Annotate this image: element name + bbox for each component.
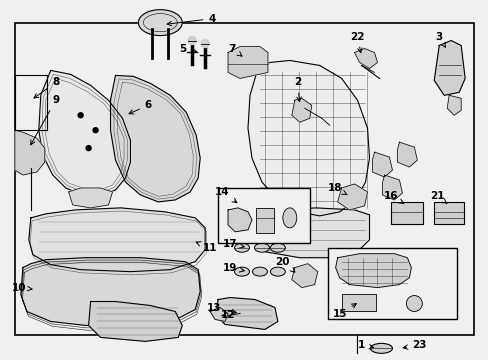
Text: 21: 21 xyxy=(429,191,446,204)
Text: 1: 1 xyxy=(357,340,373,350)
Text: 2: 2 xyxy=(294,77,301,102)
Polygon shape xyxy=(215,298,277,329)
Polygon shape xyxy=(15,130,45,175)
Text: 22: 22 xyxy=(349,32,364,53)
Ellipse shape xyxy=(270,267,285,276)
Polygon shape xyxy=(247,60,369,216)
Polygon shape xyxy=(39,71,130,196)
Text: 10: 10 xyxy=(12,283,32,293)
Text: 14: 14 xyxy=(214,187,236,203)
Bar xyxy=(327,248,456,319)
Polygon shape xyxy=(382,175,402,200)
Polygon shape xyxy=(337,184,367,210)
Polygon shape xyxy=(447,95,460,115)
Bar xyxy=(433,202,463,224)
Text: 16: 16 xyxy=(384,191,403,204)
Polygon shape xyxy=(210,307,227,321)
Text: 7: 7 xyxy=(228,44,242,56)
Circle shape xyxy=(86,146,91,150)
Text: 3: 3 xyxy=(435,32,445,47)
Text: 5: 5 xyxy=(179,44,196,54)
Text: 4: 4 xyxy=(167,14,215,26)
Text: 9: 9 xyxy=(31,95,59,145)
Text: 15: 15 xyxy=(332,303,356,319)
Polygon shape xyxy=(88,302,182,341)
Polygon shape xyxy=(354,49,377,68)
Text: 17: 17 xyxy=(223,239,244,249)
Polygon shape xyxy=(372,152,392,177)
Polygon shape xyxy=(335,254,410,288)
Circle shape xyxy=(201,40,209,48)
Ellipse shape xyxy=(270,243,285,252)
Polygon shape xyxy=(227,46,267,78)
Polygon shape xyxy=(433,41,464,95)
Text: 13: 13 xyxy=(206,302,236,314)
Polygon shape xyxy=(397,142,416,167)
Text: 18: 18 xyxy=(327,183,346,195)
Bar xyxy=(390,202,423,224)
Text: 23: 23 xyxy=(403,340,426,350)
Polygon shape xyxy=(21,258,200,325)
Circle shape xyxy=(78,113,83,118)
Polygon shape xyxy=(291,98,311,122)
Polygon shape xyxy=(254,208,369,258)
Text: 19: 19 xyxy=(223,263,244,273)
Circle shape xyxy=(406,296,422,311)
Text: 11: 11 xyxy=(196,242,217,253)
Bar xyxy=(15,23,473,336)
Polygon shape xyxy=(68,188,112,208)
Text: 6: 6 xyxy=(129,100,152,114)
Bar xyxy=(218,188,309,243)
Polygon shape xyxy=(138,10,182,36)
Ellipse shape xyxy=(370,343,392,353)
Ellipse shape xyxy=(254,243,269,252)
Bar xyxy=(341,293,376,311)
Bar xyxy=(15,75,47,130)
Ellipse shape xyxy=(282,208,296,228)
Circle shape xyxy=(188,37,196,45)
Bar xyxy=(255,208,273,233)
Text: 8: 8 xyxy=(34,77,59,98)
Polygon shape xyxy=(291,264,317,288)
Circle shape xyxy=(93,128,98,133)
Ellipse shape xyxy=(234,243,249,252)
Polygon shape xyxy=(29,208,205,272)
Polygon shape xyxy=(110,75,200,202)
Polygon shape xyxy=(227,208,251,232)
Ellipse shape xyxy=(252,267,267,276)
Text: 12: 12 xyxy=(221,310,235,320)
Text: 20: 20 xyxy=(275,257,294,272)
Ellipse shape xyxy=(234,267,249,276)
